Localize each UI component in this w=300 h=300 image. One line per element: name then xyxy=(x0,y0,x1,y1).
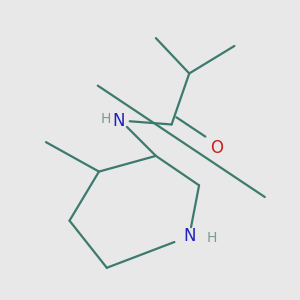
Text: N: N xyxy=(183,227,196,245)
Text: H: H xyxy=(100,112,111,126)
Text: O: O xyxy=(210,139,223,157)
Text: H: H xyxy=(207,231,217,245)
Text: N: N xyxy=(112,112,125,130)
